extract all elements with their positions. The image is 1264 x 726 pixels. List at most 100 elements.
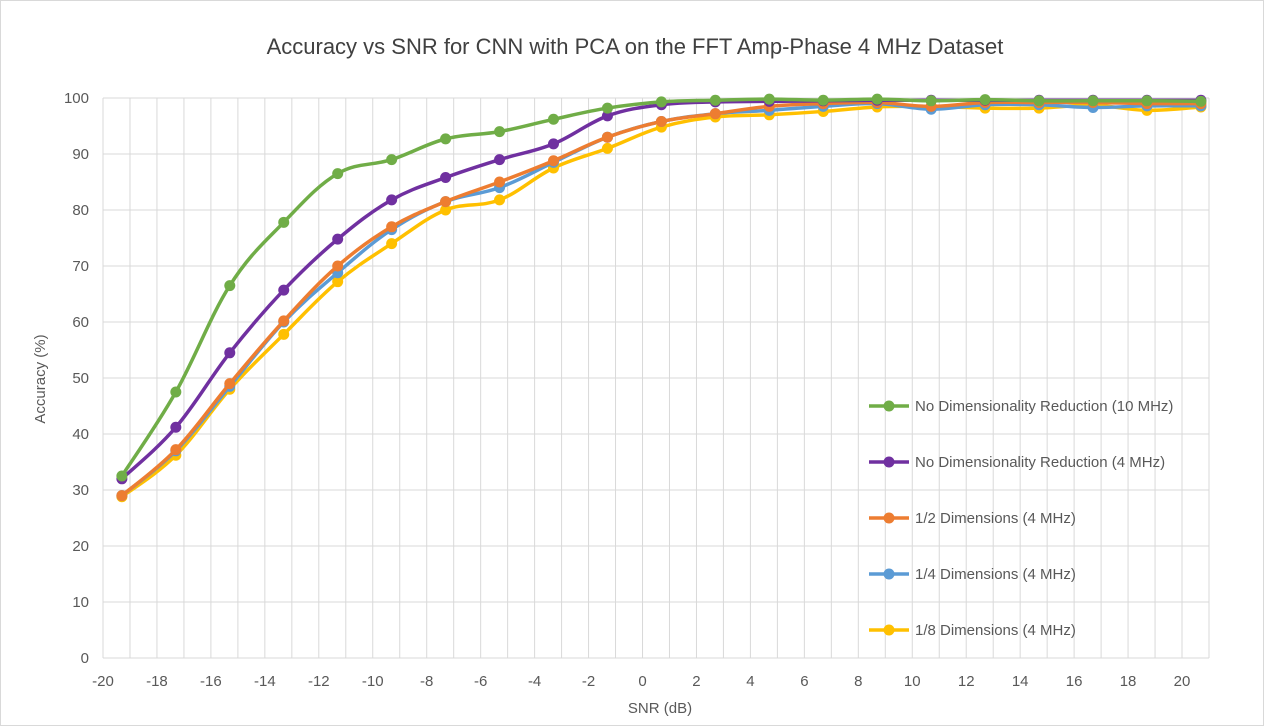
legend-item: No Dimensionality Reduction (4 MHz) [869,454,1165,471]
y-tick-label: 90 [72,146,89,163]
data-point [332,276,344,288]
x-tick-label: 16 [1066,673,1083,690]
legend-item: 1/8 Dimensions (4 MHz) [869,622,1076,639]
legend-label: 1/4 Dimensions (4 MHz) [915,566,1076,583]
legend-label: 1/8 Dimensions (4 MHz) [915,622,1076,639]
legend-label: 1/2 Dimensions (4 MHz) [915,510,1076,527]
data-point [170,421,182,433]
data-point [224,347,236,359]
data-point [1087,95,1099,107]
series-line [120,101,1203,498]
data-point [440,133,452,145]
series-3 [116,96,1207,502]
x-axis-ticks: -20 -18 -16 -14 -12 -10 -8 -6 -4 -2 0 2 4 6 8 10 12 14 16 1… [92,673,1190,690]
data-point [170,386,182,398]
data-point [547,113,559,125]
x-tick-label: -12 [308,673,330,690]
gridlines [102,97,1210,659]
x-tick-label: 0 [638,673,646,690]
y-tick-label: 80 [72,202,89,219]
x-tick-label: -2 [582,673,595,690]
x-tick-label: 14 [1012,673,1029,690]
y-tick-label: 100 [64,90,89,107]
data-point [386,221,398,233]
series-line [120,100,1203,498]
data-point [386,154,398,166]
legend: No Dimensionality Reduction (10 MHz) No D… [869,398,1173,639]
data-point [763,93,775,105]
legend-label: No Dimensionality Reduction (4 MHz) [915,454,1165,471]
data-point [116,490,128,502]
data-point [440,172,452,184]
x-tick-label: -16 [200,673,222,690]
x-tick-label: 4 [746,673,754,690]
data-point [494,154,506,166]
data-point [224,280,236,292]
x-tick-label: 6 [800,673,808,690]
x-tick-label: -6 [474,673,487,690]
y-tick-label: 10 [72,594,89,611]
series-4 [116,98,1207,502]
data-point [386,238,398,250]
series-line [120,103,1203,499]
x-tick-label: 10 [904,673,921,690]
data-point [709,108,721,120]
x-tick-label: 12 [958,673,975,690]
legend-swatch-marker [883,568,895,580]
x-tick-label: -18 [146,673,168,690]
data-point [547,138,559,150]
series-5 [116,99,1207,503]
x-tick-label: -4 [528,673,541,690]
x-tick-label: -20 [92,673,114,690]
data-point [601,102,613,114]
x-tick-label: 18 [1120,673,1137,690]
data-point [170,444,182,456]
legend-item: 1/2 Dimensions (4 MHz) [869,510,1076,527]
y-tick-label: 30 [72,482,89,499]
x-tick-label: 8 [854,673,862,690]
data-point [440,204,452,216]
data-point [278,315,290,327]
data-point [601,142,613,154]
data-point [979,94,991,106]
data-point [1195,95,1207,107]
data-point [601,110,613,122]
chart-title: Accuracy vs SNR for CNN with PCA on the … [267,34,1004,59]
data-point [494,194,506,206]
data-point [601,131,613,143]
x-tick-label: -10 [362,673,384,690]
legend-swatch-marker [883,512,895,524]
data-point [655,116,667,128]
x-tick-label: -8 [420,673,433,690]
legend-label: No Dimensionality Reduction (10 MHz) [915,398,1173,415]
legend-item: 1/4 Dimensions (4 MHz) [869,566,1076,583]
data-point [278,216,290,228]
data-point [709,94,721,106]
data-point [332,260,344,272]
data-point [386,194,398,206]
data-point [440,196,452,208]
data-point [1033,95,1045,107]
y-tick-label: 50 [72,370,89,387]
data-point [278,284,290,296]
series-layer [116,93,1207,503]
legend-swatch-marker [883,456,895,468]
x-axis-label: SNR (dB) [628,700,692,717]
x-tick-label: -14 [254,673,276,690]
y-axis-ticks: 0 10 20 30 40 50 60 70 80 90 100 [64,90,89,667]
series-1 [116,93,1207,482]
y-tick-label: 20 [72,538,89,555]
data-point [224,378,236,390]
data-point [871,93,883,105]
legend-swatch-marker [883,624,895,636]
data-point [278,328,290,340]
x-tick-label: 2 [692,673,700,690]
data-point [817,94,829,106]
data-point [925,95,937,107]
data-point [332,168,344,180]
series-2 [116,94,1207,485]
data-point [547,155,559,167]
legend-item: No Dimensionality Reduction (10 MHz) [869,398,1173,415]
y-tick-label: 60 [72,314,89,331]
